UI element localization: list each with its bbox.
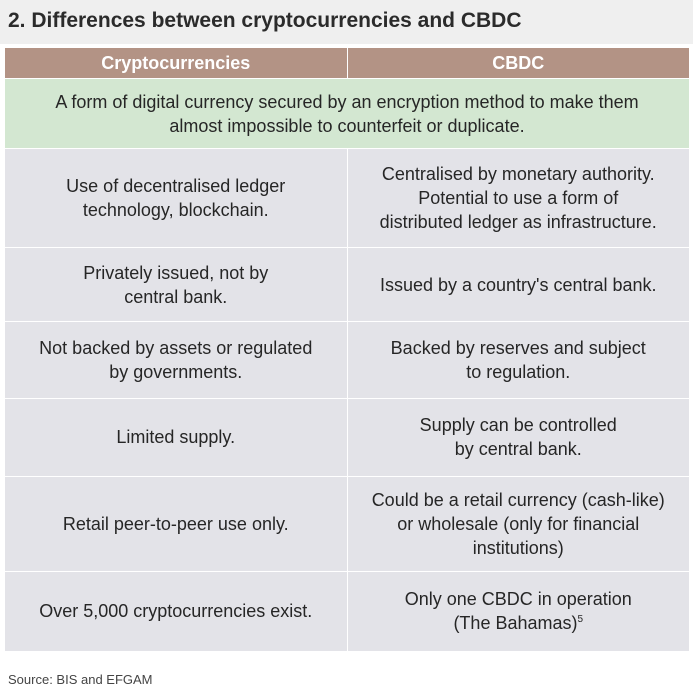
table-row: Over 5,000 cryptocurrencies exist. Only … xyxy=(4,570,690,653)
crypto-cell: Use of decentralised ledger technology, … xyxy=(4,148,348,248)
cell-line: Not backed by assets or regulated xyxy=(39,338,313,359)
source-note: Source: BIS and EFGAM xyxy=(8,672,153,687)
cell-line: Issued by a country's central bank. xyxy=(379,274,657,295)
cbdc-cell: Centralised by monetary authority. Poten… xyxy=(346,148,690,248)
table-row: Not backed by assets or regulated by gov… xyxy=(4,321,690,399)
cbdc-cell: Only one CBDC in operation (The Bahamas)… xyxy=(346,570,690,653)
table-row: Limited supply. Supply can be controlled… xyxy=(4,397,690,478)
crypto-cell: Privately issued, not by central bank. xyxy=(4,246,348,323)
cell-line: Potential to use a form of xyxy=(418,188,619,209)
comparison-table: Cryptocurrencies CBDC A form of digital … xyxy=(4,46,690,653)
cell-text: (The Bahamas) xyxy=(453,613,578,634)
cell-line: Privately issued, not by xyxy=(83,262,269,283)
cell-line: Over 5,000 cryptocurrencies exist. xyxy=(39,601,313,622)
shared-line: almost impossible to counterfeit or dupl… xyxy=(169,115,525,136)
cell-line: Backed by reserves and subject xyxy=(390,338,646,359)
crypto-cell: Limited supply. xyxy=(4,397,348,478)
crypto-cell: Retail peer-to-peer use only. xyxy=(4,476,348,572)
cell-line: Only one CBDC in operation xyxy=(404,589,632,610)
cell-line: Limited supply. xyxy=(116,427,236,448)
cell-line: or wholesale (only for financial xyxy=(397,513,640,534)
table-row: Use of decentralised ledger technology, … xyxy=(4,148,690,248)
cell-line: by governments. xyxy=(109,362,243,383)
cell-line: to regulation. xyxy=(466,362,571,383)
footnote-marker: 5 xyxy=(577,614,584,626)
crypto-cell: Not backed by assets or regulated by gov… xyxy=(4,321,348,399)
column-header-cryptocurrencies: Cryptocurrencies xyxy=(4,46,348,80)
header-row: Cryptocurrencies CBDC xyxy=(4,46,690,80)
cell-line: institutions) xyxy=(472,537,564,558)
cell-line: Could be a retail currency (cash-like) xyxy=(371,489,665,510)
cell-line: (The Bahamas)5 xyxy=(358,611,680,635)
cell-line: central bank. xyxy=(124,286,228,307)
page-title: 2. Differences between cryptocurrencies … xyxy=(8,9,522,32)
shared-definition-cell: A form of digital currency secured by an… xyxy=(4,78,690,150)
table-row: Privately issued, not by central bank. I… xyxy=(4,246,690,323)
cell-line: technology, blockchain. xyxy=(82,200,269,221)
cell-line: Use of decentralised ledger xyxy=(66,176,286,197)
cbdc-cell: Backed by reserves and subject to regula… xyxy=(346,321,690,399)
cell-line: Retail peer-to-peer use only. xyxy=(62,513,289,534)
shared-row: A form of digital currency secured by an… xyxy=(4,78,690,150)
table-row: Retail peer-to-peer use only. Could be a… xyxy=(4,476,690,572)
cell-line: Centralised by monetary authority. xyxy=(381,164,655,185)
cell-line: Supply can be controlled xyxy=(419,415,617,436)
cbdc-cell: Supply can be controlled by central bank… xyxy=(346,397,690,478)
cell-line: distributed ledger as infrastructure. xyxy=(379,212,657,233)
cbdc-cell: Could be a retail currency (cash-like) o… xyxy=(346,476,690,572)
title-bar: 2. Differences between cryptocurrencies … xyxy=(0,0,693,44)
crypto-cell: Over 5,000 cryptocurrencies exist. xyxy=(4,570,348,653)
shared-line: A form of digital currency secured by an… xyxy=(55,91,639,112)
column-header-cbdc: CBDC xyxy=(346,46,690,80)
cell-line: by central bank. xyxy=(454,439,582,460)
cbdc-cell: Issued by a country's central bank. xyxy=(346,246,690,323)
